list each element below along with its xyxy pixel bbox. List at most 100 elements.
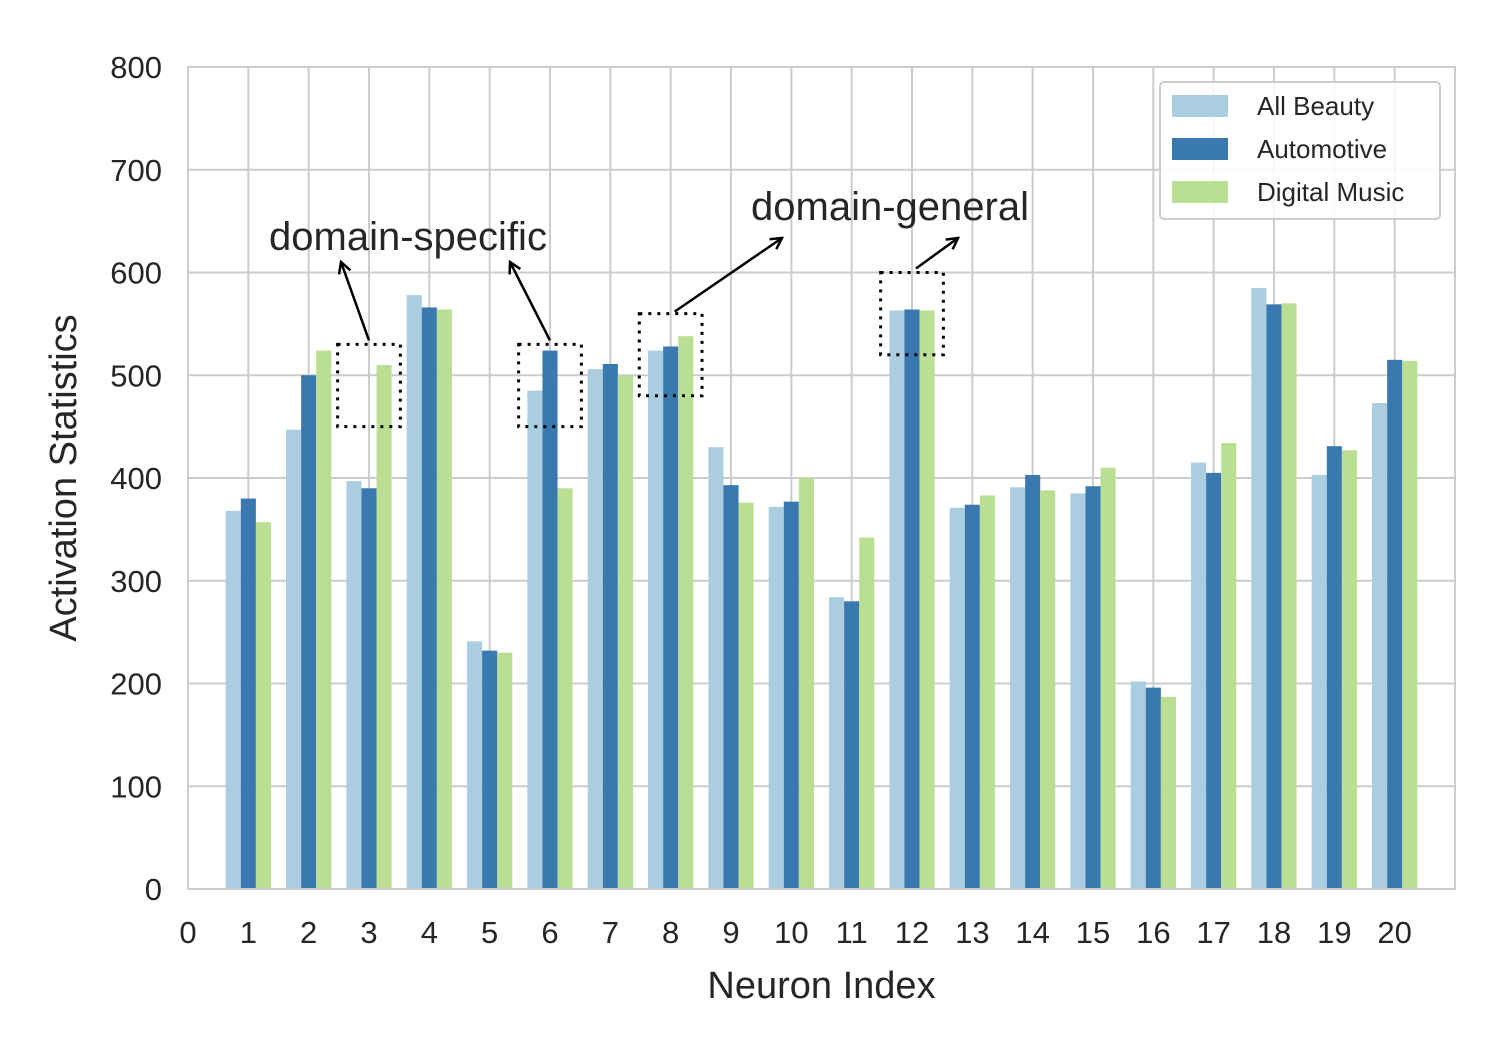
- legend: All Beauty Automotive Digital Music: [1159, 81, 1441, 220]
- bar: [286, 429, 302, 889]
- bar: [723, 485, 739, 889]
- x-tick-label: 17: [1196, 915, 1230, 950]
- bar: [436, 309, 452, 889]
- bar: [889, 310, 905, 890]
- annotation-label: domain-general: [751, 185, 1029, 229]
- bar: [1402, 360, 1418, 889]
- bar: [602, 363, 618, 889]
- bar: [663, 346, 679, 890]
- bar: [255, 522, 271, 889]
- bar: [678, 336, 694, 890]
- bar: [738, 502, 754, 889]
- y-tick-label: 400: [110, 461, 162, 496]
- bar: [301, 375, 317, 889]
- bar: [949, 507, 965, 889]
- legend-label: Automotive: [1257, 134, 1387, 164]
- x-tick-label: 20: [1377, 915, 1411, 950]
- bar: [376, 364, 392, 890]
- bar: [1206, 472, 1222, 889]
- bar: [708, 447, 724, 889]
- x-tick-label: 5: [481, 915, 498, 950]
- bar: [617, 375, 633, 889]
- bar: [844, 601, 860, 889]
- bar: [1070, 493, 1086, 889]
- bar: [1085, 486, 1101, 889]
- bar: [859, 537, 875, 889]
- y-axis-label: Activation Statistics: [43, 314, 85, 641]
- annotations: domain-specific domain-general: [269, 185, 1029, 429]
- x-tick-label: 19: [1317, 915, 1351, 950]
- bar: [1130, 681, 1146, 889]
- x-tick-label: 16: [1136, 915, 1170, 950]
- y-tick-labels: 0 100 200 300 400 500 600 700 800: [110, 50, 162, 907]
- x-tick-label: 6: [541, 915, 558, 950]
- x-tick-label: 9: [722, 915, 739, 950]
- bar: [829, 597, 845, 889]
- annotation-arrow: [341, 262, 371, 341]
- bar: [497, 652, 513, 889]
- plot-frame: [187, 66, 1456, 890]
- bar: [406, 295, 422, 890]
- x-tick-label: 18: [1257, 915, 1291, 950]
- bar: [798, 478, 814, 889]
- bar: [919, 310, 935, 890]
- annotation-label: domain-specific: [269, 215, 547, 259]
- bar: [467, 641, 483, 889]
- bar: [587, 369, 603, 890]
- y-tick-label: 600: [110, 256, 162, 291]
- bar: [1025, 474, 1041, 889]
- bar: [1311, 474, 1327, 889]
- bar: [346, 481, 362, 889]
- x-tick-label: 8: [662, 915, 679, 950]
- bar: [225, 510, 241, 889]
- x-tick-label: 11: [836, 915, 868, 950]
- bar: [316, 350, 332, 890]
- bar: [1281, 303, 1297, 889]
- bar: [1372, 402, 1388, 889]
- bar: [240, 498, 256, 889]
- legend-label: Digital Music: [1257, 177, 1404, 207]
- y-tick-label: 0: [145, 872, 162, 907]
- bar: [542, 350, 558, 890]
- y-tick-label: 800: [110, 50, 162, 85]
- bar: [1221, 443, 1237, 889]
- x-tick-label: 4: [421, 915, 438, 950]
- bar: [1266, 304, 1282, 889]
- x-tick-labels: 0 1 2 3 4 5 6 7 8 9 10 11 12 13 14 15 16 17 18 19 20: [179, 915, 1412, 950]
- bar: [1040, 490, 1056, 889]
- y-tick-label: 100: [110, 769, 162, 804]
- bar: [768, 506, 784, 889]
- x-tick-label: 3: [360, 915, 377, 950]
- x-axis-label: Neuron Index: [707, 965, 935, 1007]
- bar: [1100, 467, 1116, 889]
- legend-swatch: [1172, 181, 1228, 203]
- y-tick-label: 300: [110, 564, 162, 599]
- x-tick-label: 2: [300, 915, 317, 950]
- bar: [527, 390, 543, 889]
- bar: [482, 650, 498, 889]
- x-tick-label: 0: [179, 915, 196, 950]
- bar: [1010, 487, 1026, 889]
- x-tick-label: 14: [1015, 915, 1049, 950]
- bar: [1387, 359, 1403, 889]
- annotation-arrow: [915, 238, 958, 270]
- bar: [1191, 462, 1207, 889]
- bar: [1326, 446, 1342, 889]
- x-tick-label: 12: [895, 915, 929, 950]
- bar: [979, 495, 995, 889]
- y-tick-label: 500: [110, 358, 162, 393]
- legend-frame: [1159, 81, 1441, 220]
- legend-swatch: [1172, 95, 1228, 117]
- bar: [557, 488, 573, 889]
- bar: [1145, 687, 1161, 889]
- annotation-arrow: [510, 262, 552, 341]
- bar: [904, 309, 920, 889]
- bar: [361, 488, 377, 889]
- y-tick-label: 700: [110, 153, 162, 188]
- x-tick-label: 15: [1076, 915, 1110, 950]
- bar: [421, 307, 437, 889]
- y-tick-label: 200: [110, 667, 162, 702]
- bar: [1251, 287, 1267, 890]
- annotation-arrow: [673, 238, 782, 313]
